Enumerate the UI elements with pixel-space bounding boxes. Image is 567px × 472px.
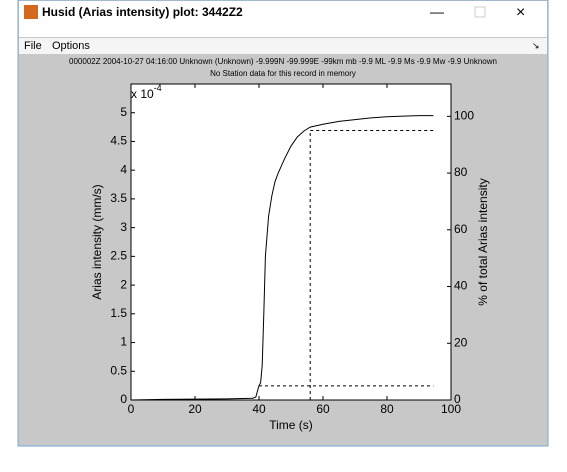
x-tick-label: 20 — [188, 402, 202, 416]
maximize-button[interactable] — [474, 6, 486, 18]
chart-title: 000002Z 2004-10-27 04:16:00 Unknown (Unk… — [69, 57, 497, 66]
app-icon — [24, 5, 38, 19]
x-axis-label: Time (s) — [269, 418, 313, 432]
toolbar-toggle[interactable]: ↘ — [532, 40, 540, 50]
y2-axis-label: % of total Arias intensity — [476, 178, 490, 305]
y2-tick-label: 40 — [454, 279, 468, 293]
menu-item[interactable]: Options — [52, 40, 90, 52]
axes-box — [130, 83, 452, 401]
y-tick-label: 0 — [120, 392, 127, 406]
minimize-button[interactable]: — — [430, 4, 444, 20]
y2-tick-label: 100 — [454, 109, 474, 123]
y-tick-label: 2 — [120, 277, 127, 291]
menu-item[interactable]: File — [24, 40, 42, 52]
x-tick-label: 60 — [316, 402, 330, 416]
close-button[interactable]: × — [516, 4, 525, 21]
y-tick-label: 4 — [120, 162, 127, 176]
y-axis-label: Arias intensity (mm/s) — [90, 184, 104, 299]
x-tick-label: 80 — [380, 402, 394, 416]
y-tick-label: 5 — [120, 105, 127, 119]
y2-tick-label: 60 — [454, 222, 468, 236]
y-exponent-power: -4 — [154, 83, 162, 93]
plot-area — [131, 84, 451, 400]
menu-bar — [19, 38, 547, 54]
y-tick-label: 0.5 — [110, 363, 127, 377]
y-exponent-base: x 10 — [131, 87, 154, 101]
y-tick-label: 2.5 — [110, 249, 127, 263]
y-tick-label: 1.5 — [110, 306, 127, 320]
y2-tick-label: 0 — [454, 392, 461, 406]
window-title: Husid (Arias intensity) plot: 3442Z2 — [42, 5, 243, 19]
x-tick-label: 40 — [252, 402, 266, 416]
chart-subtitle: No Station data for this record in memor… — [210, 69, 356, 78]
y-tick-label: 4.5 — [110, 134, 127, 148]
line-series — [130, 115, 434, 401]
y-tick-label: 3 — [120, 220, 127, 234]
title-bar — [19, 1, 547, 37]
y2-tick-label: 80 — [454, 165, 468, 179]
x-tick-label: 0 — [128, 402, 135, 416]
y2-tick-label: 20 — [454, 335, 468, 349]
y-exponent: x 10-4 — [131, 83, 162, 101]
y-tick-label: 3.5 — [110, 191, 127, 205]
y-tick-label: 1 — [120, 335, 127, 349]
x-tick-label: 100 — [441, 402, 461, 416]
